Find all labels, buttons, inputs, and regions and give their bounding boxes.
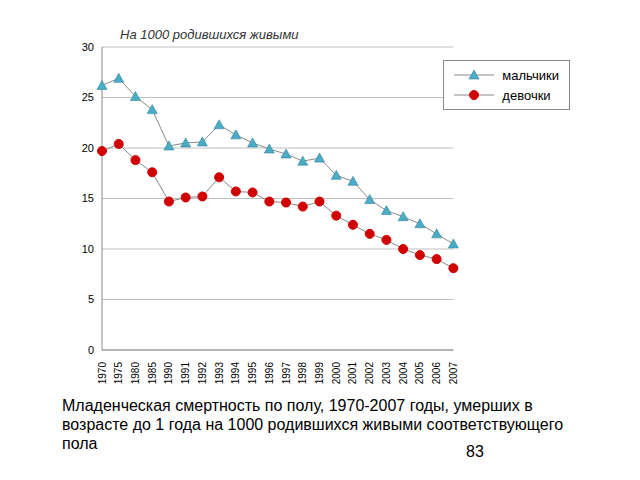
svg-text:2006: 2006 [431, 362, 442, 385]
svg-text:20: 20 [82, 142, 94, 154]
svg-text:1993: 1993 [214, 362, 225, 385]
svg-text:1994: 1994 [230, 362, 241, 385]
html-text:Младенческая смертность по пол: Младенческая смертность по полу, 1970-20… [62, 397, 564, 452]
svg-text:10: 10 [82, 243, 94, 255]
svg-text:0: 0 [88, 344, 94, 356]
html-text:девочки: девочки [502, 87, 551, 103]
svg-text:1999: 1999 [314, 362, 325, 385]
html-text:83: 83 [466, 443, 484, 460]
svg-text:1996: 1996 [264, 362, 275, 385]
svg-text:2002: 2002 [364, 362, 375, 385]
svg-text:2001: 2001 [347, 362, 358, 385]
svg-text:1991: 1991 [180, 362, 191, 385]
svg-text:1990: 1990 [163, 362, 174, 385]
html-text:мальчики: мальчики [502, 67, 559, 83]
svg-text:1980: 1980 [130, 362, 141, 385]
svg-text:2007: 2007 [448, 362, 459, 385]
svg-text:1992: 1992 [197, 362, 208, 385]
svg-text:1970: 1970 [97, 362, 108, 385]
svg-text:15: 15 [82, 192, 94, 204]
svg-text:1975: 1975 [113, 362, 124, 385]
svg-text:25: 25 [82, 91, 94, 103]
svg-text:2000: 2000 [331, 362, 342, 385]
svg-text:5: 5 [88, 293, 94, 305]
svg-text:1997: 1997 [281, 362, 292, 385]
svg-text:2005: 2005 [414, 362, 425, 385]
svg-text:1998: 1998 [297, 362, 308, 385]
svg-text:1995: 1995 [247, 362, 258, 385]
svg-text:2004: 2004 [398, 362, 409, 385]
svg-text:1985: 1985 [147, 362, 158, 385]
html-text:На 1000 родившихся живыми: На 1000 родившихся живыми [120, 27, 299, 42]
svg-text:30: 30 [82, 41, 94, 53]
svg-text:2003: 2003 [381, 362, 392, 385]
